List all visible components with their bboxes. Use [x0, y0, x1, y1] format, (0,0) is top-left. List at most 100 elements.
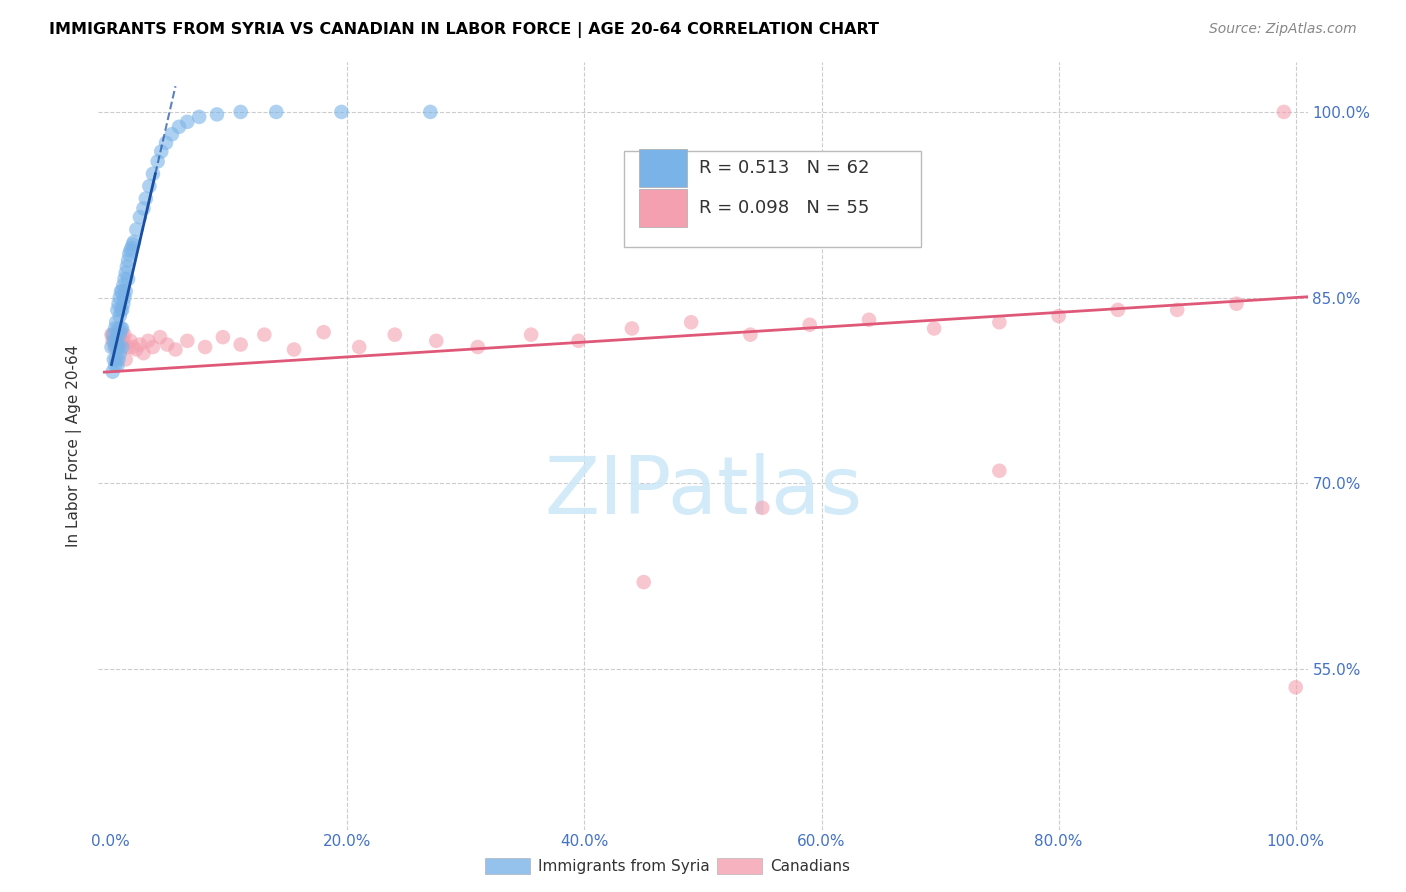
Point	[142, 167, 165, 181]
Point	[205, 107, 228, 121]
Point	[115, 260, 138, 274]
FancyBboxPatch shape	[638, 189, 688, 227]
Text: Immigrants from Syria: Immigrants from Syria	[538, 859, 710, 873]
Point	[105, 334, 128, 348]
FancyBboxPatch shape	[638, 149, 688, 187]
Point	[136, 334, 159, 348]
Point	[105, 352, 128, 367]
Point	[156, 337, 179, 351]
Point	[107, 296, 129, 310]
Point	[1285, 680, 1308, 694]
Point	[107, 352, 129, 367]
Point	[467, 340, 489, 354]
Point	[108, 309, 131, 323]
Point	[105, 327, 128, 342]
Point	[229, 104, 252, 119]
Point	[121, 237, 143, 252]
Point	[108, 327, 131, 342]
Point	[129, 210, 152, 224]
Point	[122, 235, 145, 249]
Point	[107, 321, 129, 335]
Point	[114, 352, 136, 367]
Point	[110, 302, 132, 317]
Point	[425, 334, 447, 348]
Point	[105, 334, 128, 348]
Point	[110, 321, 132, 335]
Point	[138, 179, 160, 194]
Point	[108, 334, 131, 348]
Point	[799, 318, 821, 332]
Point	[104, 340, 127, 354]
Point	[567, 334, 589, 348]
Point	[384, 327, 406, 342]
Point	[312, 325, 335, 339]
Point	[922, 321, 945, 335]
Point	[112, 334, 135, 348]
Point	[111, 340, 134, 354]
Point	[110, 285, 132, 299]
Point	[150, 145, 173, 159]
Point	[988, 464, 1011, 478]
Point	[112, 278, 135, 293]
Point	[347, 340, 370, 354]
Point	[104, 321, 127, 335]
Text: R = 0.513   N = 62: R = 0.513 N = 62	[699, 159, 870, 177]
Point	[107, 327, 129, 342]
Point	[194, 340, 217, 354]
Point	[101, 334, 124, 348]
Point	[988, 315, 1011, 329]
Point	[103, 334, 125, 348]
Point	[176, 115, 198, 129]
Point	[108, 327, 131, 342]
Point	[108, 346, 131, 360]
FancyBboxPatch shape	[624, 151, 921, 246]
Point	[112, 296, 135, 310]
Point	[1272, 104, 1295, 119]
Point	[104, 340, 127, 354]
Point	[114, 327, 136, 342]
Point	[740, 327, 762, 342]
Point	[104, 359, 127, 373]
Point	[120, 244, 142, 258]
Point	[188, 110, 211, 124]
Point	[1047, 309, 1070, 323]
Point	[160, 127, 183, 141]
Point	[111, 327, 134, 342]
Point	[229, 337, 252, 351]
Text: ZIPatlas: ZIPatlas	[544, 453, 862, 531]
Point	[132, 202, 155, 216]
Point	[100, 327, 122, 342]
Point	[858, 313, 880, 327]
Point	[283, 343, 305, 357]
Point	[101, 327, 124, 342]
Point	[520, 327, 543, 342]
Point	[114, 285, 136, 299]
Point	[120, 334, 142, 348]
Point	[114, 291, 136, 305]
Point	[117, 340, 139, 354]
Point	[620, 321, 643, 335]
Point	[114, 266, 136, 280]
Point	[125, 222, 148, 236]
Point	[105, 302, 128, 317]
Point	[107, 340, 129, 354]
Point	[751, 500, 773, 515]
Point	[681, 315, 703, 329]
Point	[121, 241, 143, 255]
Point	[135, 192, 157, 206]
Point	[125, 343, 148, 357]
Text: Source: ZipAtlas.com: Source: ZipAtlas.com	[1209, 22, 1357, 37]
Point	[111, 285, 134, 299]
Point	[101, 365, 124, 379]
Point	[108, 291, 131, 305]
Point	[105, 315, 128, 329]
Point	[111, 321, 134, 335]
Text: R = 0.098   N = 55: R = 0.098 N = 55	[699, 199, 870, 217]
Point	[118, 247, 141, 261]
Point	[633, 575, 655, 590]
Point	[121, 340, 143, 354]
Point	[176, 334, 198, 348]
Point	[111, 302, 134, 317]
Point	[129, 337, 152, 351]
Point	[105, 359, 128, 373]
